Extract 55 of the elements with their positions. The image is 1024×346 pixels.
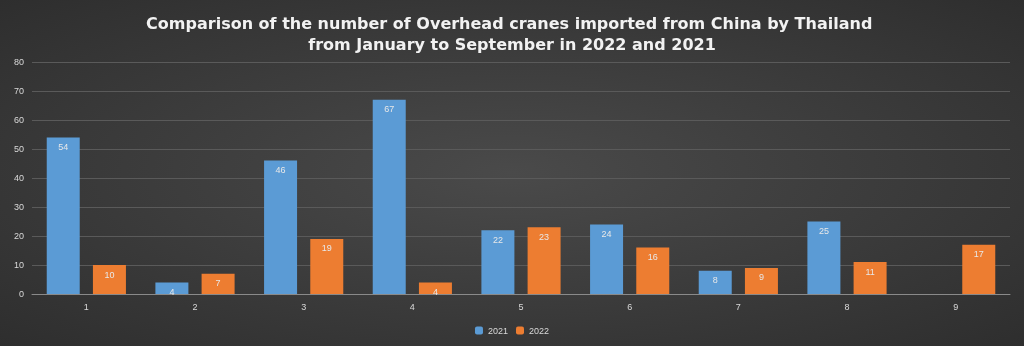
bar: [481, 230, 515, 294]
y-tick-label: 60: [13, 115, 24, 125]
chart-title: Comparison of the number of Overhead cranes imported from China by Thailand from January to September in 2022 and 2021: [146, 14, 878, 54]
y-tick-label: 20: [13, 231, 24, 241]
x-tick-label: 2: [192, 301, 198, 312]
legend-label: 2022: [529, 325, 550, 336]
bar: [853, 262, 887, 294]
bar: [418, 282, 452, 294]
y-tick-label: 0: [18, 289, 24, 299]
legend-label: 2021: [487, 325, 509, 336]
bar: [962, 244, 996, 294]
data-label: 24: [601, 228, 612, 239]
y-tick-label: 10: [13, 260, 24, 270]
bar: [527, 227, 561, 294]
bar: [698, 270, 732, 294]
x-tick-label: 9: [953, 301, 959, 312]
y-tick-label: 30: [13, 202, 24, 212]
data-label: 9: [758, 272, 764, 283]
y-tick-label: 40: [13, 173, 24, 183]
bar: [590, 224, 624, 294]
data-label: 4: [432, 286, 438, 297]
bar: [310, 238, 344, 294]
data-label: 54: [58, 141, 69, 152]
x-tick-label: 6: [627, 301, 633, 312]
y-tick-label: 50: [13, 144, 24, 154]
data-label: 25: [818, 226, 829, 236]
bar: [372, 99, 406, 294]
bar: [201, 273, 235, 294]
x-tick-label: 4: [409, 301, 415, 312]
data-label: 23: [539, 231, 550, 242]
data-label: 19: [321, 243, 332, 254]
data-label: 8: [712, 275, 718, 286]
y-tick-label: 80: [13, 57, 24, 67]
bar: [264, 160, 298, 294]
x-tick-label: 3: [301, 301, 307, 312]
data-label: 7: [215, 278, 221, 289]
bar: [744, 267, 778, 294]
data-label: 46: [275, 165, 286, 176]
data-label: 4: [169, 286, 175, 297]
bar: [46, 137, 80, 294]
bar: [807, 221, 841, 294]
data-label: 67: [384, 104, 395, 115]
bar: [92, 265, 126, 294]
data-label: 16: [647, 252, 658, 263]
data-label: 22: [492, 234, 503, 245]
y-tick-label: 70: [13, 86, 24, 96]
data-label: 17: [973, 249, 984, 260]
bar: [155, 282, 189, 294]
x-tick-label: 8: [844, 301, 850, 312]
data-label: 11: [865, 266, 875, 277]
x-tick-label: 5: [518, 301, 524, 312]
bar: [636, 247, 670, 294]
x-tick-label: 7: [735, 301, 741, 312]
data-label: 10: [104, 269, 115, 280]
x-tick-label: 1: [83, 301, 89, 312]
